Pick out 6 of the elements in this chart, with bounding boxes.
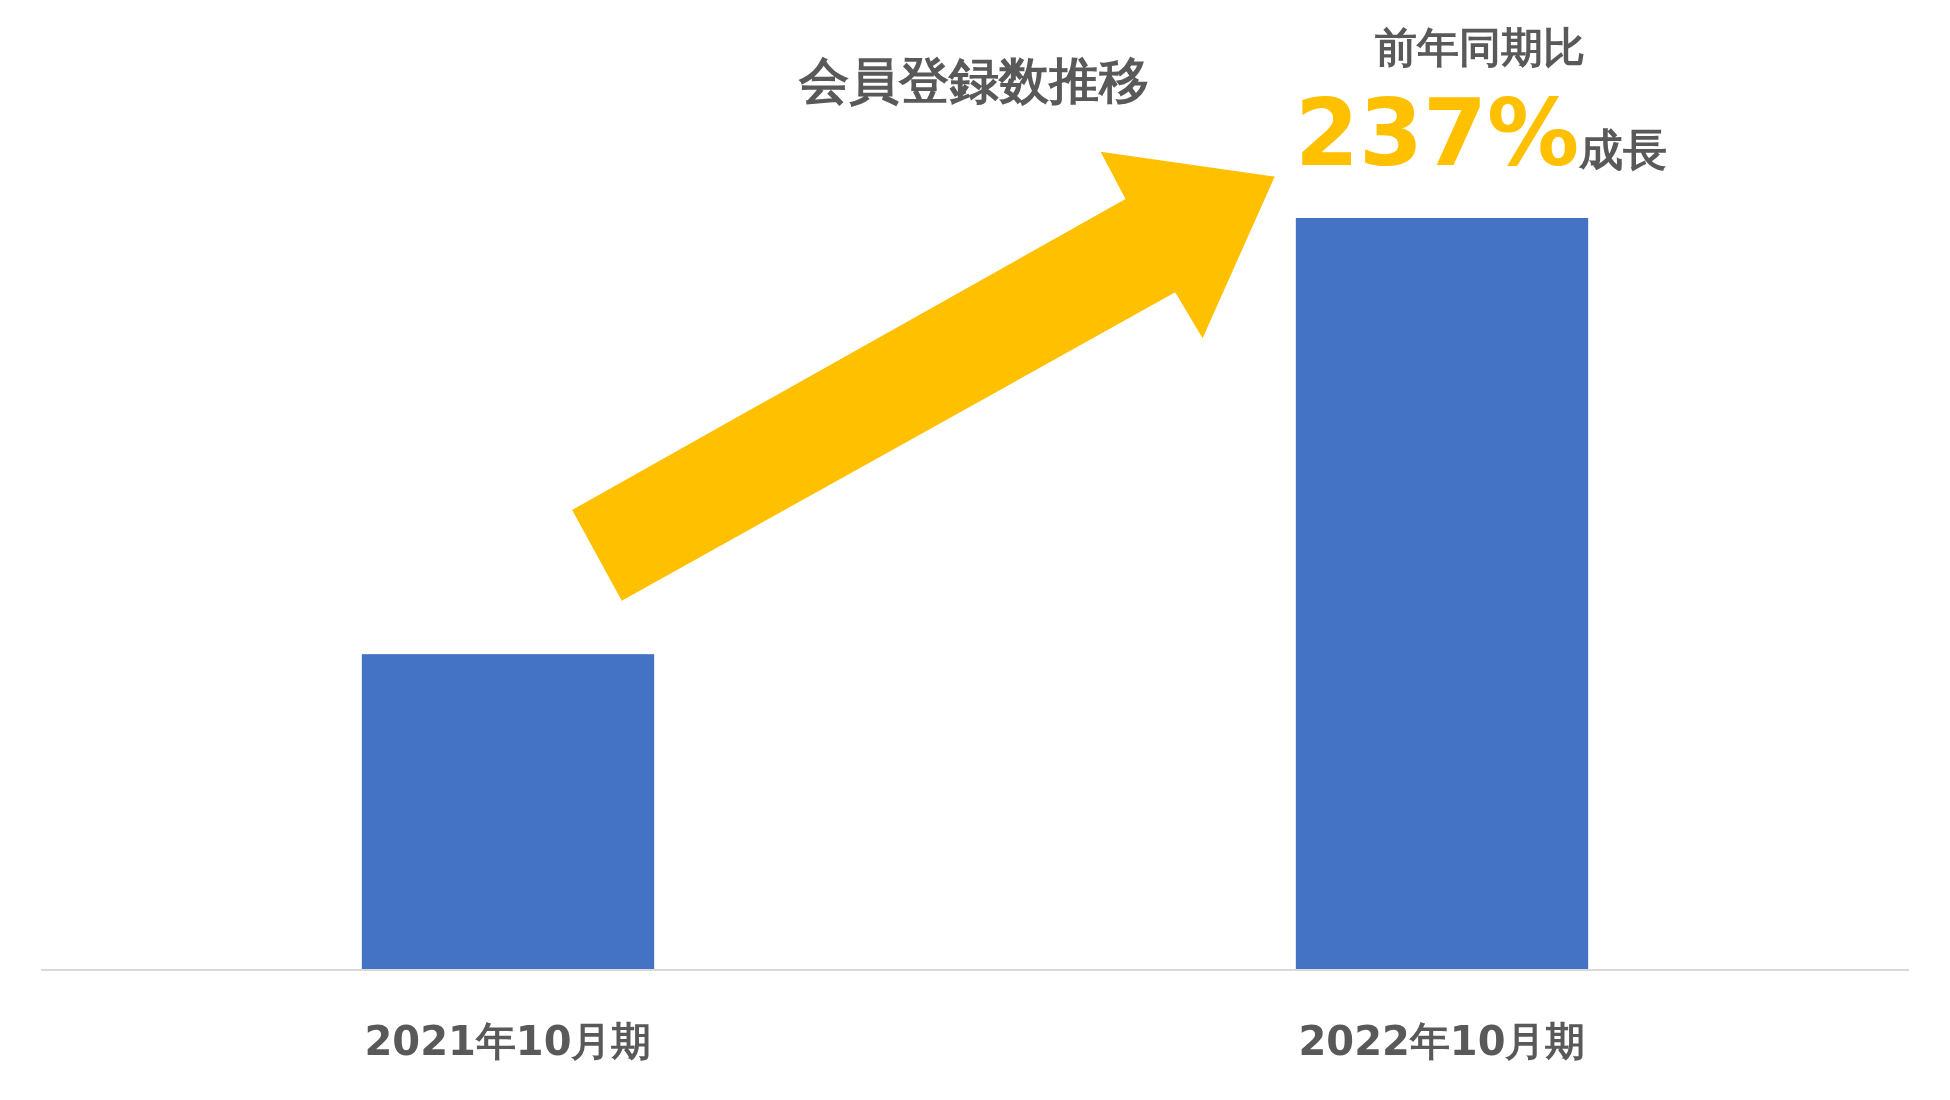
text: 237% [1295, 80, 1580, 187]
x-tick-label: 2022年10月期 [1298, 1018, 1586, 1064]
chart-title: 会員登録数推移 [798, 52, 1149, 110]
text: 成長 [1578, 124, 1668, 175]
text: 前年同期比 [1375, 23, 1585, 72]
x-tick-label: 2021年10月期 [364, 1018, 652, 1064]
